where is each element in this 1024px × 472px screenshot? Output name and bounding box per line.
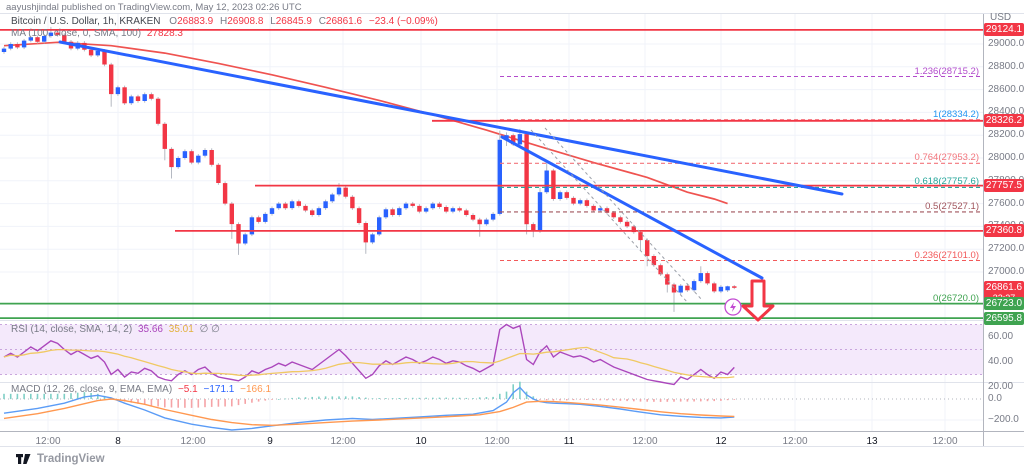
time-label-day: 9 [267, 436, 273, 447]
rsi-hidden-values: ∅ ∅ [199, 324, 220, 335]
rsi-line [3, 323, 735, 386]
fib-level-label: 1(28334.2) [933, 108, 979, 120]
price-tick-label: 29000.0 [988, 38, 1024, 49]
fib-level-label: 0(26720.0) [933, 292, 979, 304]
candles-layer [1, 26, 737, 312]
price-level-badge: 26595.8 [984, 311, 1024, 325]
badge-price: 26723.0 [985, 298, 1023, 310]
rsi-legend: RSI (14, close, SMA, 14, 2) 35.66 35.01 … [11, 324, 220, 335]
ma-legend: MA (100, close, 0, SMA, 100) 27828.3 [11, 28, 183, 39]
macd-legend: MACD (12, 26, close, 9, EMA, EMA) −5.1 −… [11, 384, 271, 395]
time-label-hour: 12:00 [180, 436, 206, 447]
rsi-sma-line [3, 346, 735, 379]
low-value: 26845.9 [275, 16, 312, 27]
time-label-day: 12 [715, 436, 727, 447]
price-tick-label: 28400.0 [988, 106, 1024, 118]
footer: TradingView [16, 451, 105, 467]
open-label: O [169, 16, 178, 27]
price-level-badge: 27360.8 [984, 224, 1024, 238]
time-label-day: 10 [415, 436, 427, 447]
price-level-badge: 27757.5 [984, 179, 1024, 193]
fib-level-label: 0.764(27953.2) [914, 152, 979, 164]
symbol-title: Bitcoin / U.S. Dollar, 1h, KRAKEN [11, 16, 161, 27]
open-value: 26883.9 [177, 16, 214, 27]
close-value: 26861.6 [325, 16, 363, 27]
price-tick-label: 28000.0 [988, 152, 1024, 163]
price-tick-label: 27600.0 [988, 197, 1024, 209]
trend-line-2 [500, 135, 764, 280]
rsi-tick-label: 60.00 [988, 331, 1014, 342]
time-label-hour: 12:00 [35, 436, 61, 447]
macd-tick-label: 0.0 [988, 393, 1002, 404]
rsi-tick-label: 40.00 [988, 356, 1014, 367]
ma-value: 27828.3 [146, 28, 183, 39]
macd-label: MACD (12, 26, close, 9, EMA, EMA) [11, 384, 173, 395]
macd-signal-value: −166.1 [240, 384, 272, 395]
time-label-hour: 12:00 [782, 436, 808, 447]
time-label-hour: 12:00 [484, 436, 510, 447]
time-label-hour: 12:00 [632, 436, 658, 447]
dashed-channel-line [544, 127, 703, 301]
badge-price: 27757.5 [985, 180, 1023, 192]
tradingview-logo-icon [16, 454, 31, 464]
price-level-badge: 26723.0 [984, 297, 1024, 311]
price-tick-label: 27200.0 [988, 243, 1024, 255]
badge-price: 27360.8 [985, 225, 1023, 237]
price-level-badge: 29124.1 [984, 23, 1024, 37]
down-arrow-annotation [741, 279, 775, 322]
badge-price: 26861.6 [985, 281, 1023, 293]
time-label-day: 8 [115, 436, 121, 447]
rsi-label: RSI (14, close, SMA, 14, 2) [11, 324, 133, 335]
macd-tick-label: −200.0 [988, 414, 1019, 425]
high-value: 26908.8 [227, 16, 264, 27]
rsi-sma-value: 35.01 [168, 324, 194, 335]
time-label-day: 13 [866, 436, 878, 447]
price-tick-label: 27000.0 [988, 266, 1024, 277]
macd-signal-line [3, 398, 735, 427]
price-tick-label: 28800.0 [988, 60, 1024, 72]
fib-level-label: 0.5(27527.1) [925, 200, 979, 212]
high-label: H [220, 16, 228, 27]
time-label-hour: 12:00 [330, 436, 356, 447]
fib-level-label: 0.618(27757.6) [914, 176, 979, 188]
price-tick-label: 28200.0 [988, 129, 1024, 141]
macd-line [3, 386, 735, 431]
publish-header: aayushjindal published on TradingView.co… [6, 2, 302, 13]
symbol-legend: Bitcoin / U.S. Dollar, 1h, KRAKEN O26883… [11, 16, 438, 27]
price-axis-currency: USD [990, 12, 1012, 23]
dashed-channel-line [530, 129, 689, 304]
change-value: −23.4 (−0.09%) [368, 16, 438, 27]
trend-line-1 [58, 40, 844, 196]
macd-line-value: −171.1 [203, 384, 235, 395]
close-label: C [318, 16, 326, 27]
price-tick-label: 28600.0 [988, 83, 1024, 95]
ma-label: MA (100, close, 0, SMA, 100) [11, 28, 142, 39]
macd-hist-value: −5.1 [177, 384, 198, 395]
badge-price: 28326.2 [985, 115, 1023, 127]
low-label: L [270, 16, 276, 27]
price-level-badge: 28326.2 [984, 114, 1024, 128]
time-label-hour: 12:00 [932, 436, 958, 447]
rsi-tick-label: 20.00 [988, 381, 1014, 392]
fib-level-label: 0.236(27101.0) [914, 249, 979, 261]
time-label-day: 11 [563, 436, 575, 447]
badge-price: 26595.8 [985, 312, 1023, 324]
badge-price: 29124.1 [985, 24, 1023, 36]
tradingview-brand-text: TradingView [37, 453, 105, 465]
fib-level-label: 1.236(28715.2) [914, 65, 979, 77]
rsi-value: 35.66 [137, 324, 163, 335]
